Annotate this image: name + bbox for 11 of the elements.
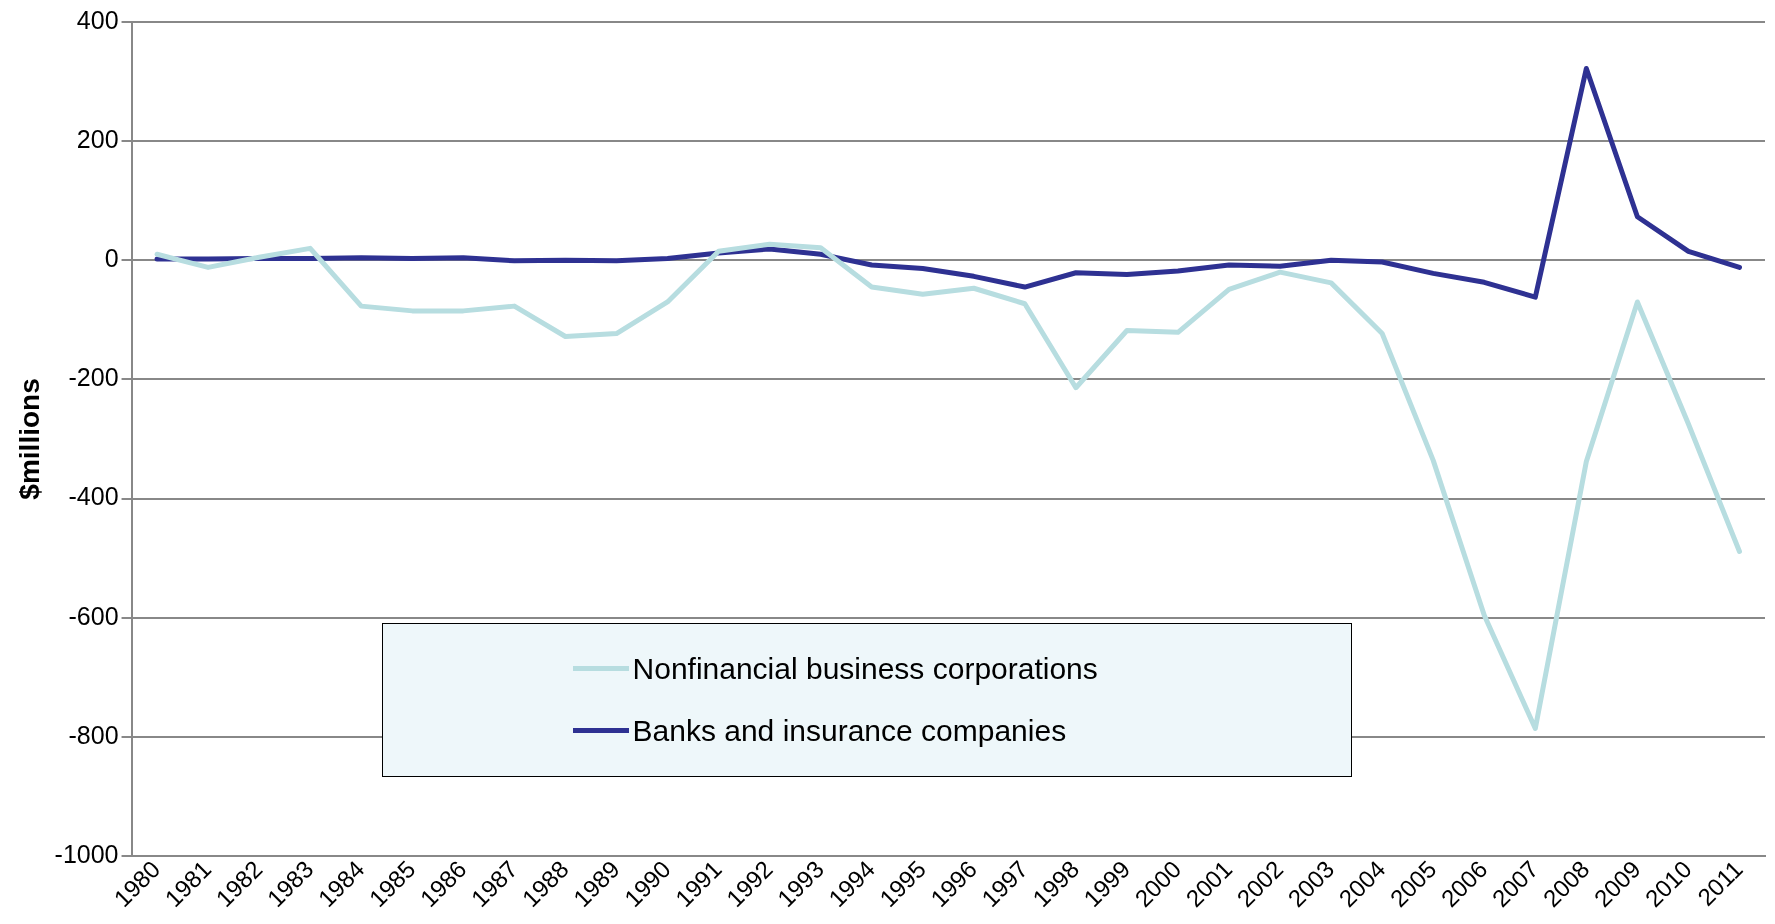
y-tick-label: -200: [68, 363, 119, 392]
legend-label: Banks and insurance companies: [632, 713, 1067, 748]
y-tick-label: 400: [76, 5, 119, 34]
y-axis-title: $millions: [13, 378, 45, 500]
legend-label: Nonfinancial business corporations: [632, 651, 1098, 686]
y-tick-label: -600: [68, 601, 119, 630]
y-tick-label: -400: [68, 482, 119, 511]
y-tick-label: -1000: [54, 839, 119, 868]
y-tick-label: -800: [68, 720, 119, 749]
y-tick-label: 0: [104, 244, 119, 273]
y-tick-label: 200: [76, 125, 119, 154]
